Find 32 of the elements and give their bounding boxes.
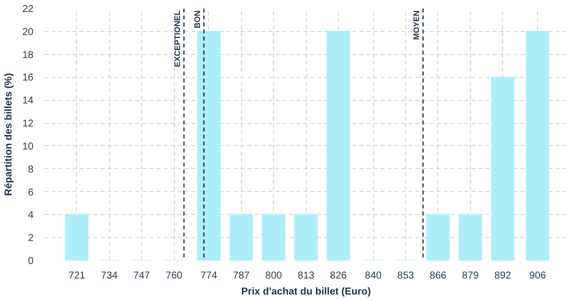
y-tick-label: 0 xyxy=(28,256,34,267)
x-tick-label: 840 xyxy=(364,270,382,282)
y-tick-label: 22 xyxy=(22,4,34,15)
x-tick-label: 866 xyxy=(430,270,447,282)
x-tick-label: 760 xyxy=(166,270,183,282)
ref-line-label: EXCEPTIONEL xyxy=(172,10,182,67)
x-tick-label: 906 xyxy=(529,270,546,282)
x-tick-label: 800 xyxy=(265,270,282,282)
y-tick-label: 18 xyxy=(22,50,34,61)
y-tick-label: 16 xyxy=(22,72,34,84)
x-tick-label: 813 xyxy=(298,270,315,282)
y-tick-label: 4 xyxy=(28,210,34,222)
y-tick-label: 12 xyxy=(22,118,34,130)
x-axis-title: Prix d'achat du billet (Euro) xyxy=(241,286,371,298)
x-tick-label: 747 xyxy=(133,270,150,282)
ref-line-label: BON xyxy=(192,10,202,28)
x-tick-label: 787 xyxy=(232,270,250,282)
x-tick-label: 853 xyxy=(397,270,414,282)
y-axis-title: Répartition des billets (%) xyxy=(3,73,14,196)
y-tick-label: 6 xyxy=(28,187,34,198)
y-tick-label: 20 xyxy=(22,26,34,38)
x-tick-label: 892 xyxy=(494,270,512,282)
y-tick-label: 8 xyxy=(28,164,34,176)
x-tick-label: 721 xyxy=(68,270,86,282)
y-tick-label: 2 xyxy=(28,233,34,244)
x-tick-label: 774 xyxy=(200,270,218,282)
y-tick-label: 14 xyxy=(22,96,34,107)
x-tick-label: 879 xyxy=(462,270,480,282)
ref-line-label: MOYEN xyxy=(412,10,422,40)
y-tick-label: 10 xyxy=(22,141,34,152)
x-tick-label: 826 xyxy=(330,270,348,282)
x-tick-label: 734 xyxy=(100,270,118,282)
